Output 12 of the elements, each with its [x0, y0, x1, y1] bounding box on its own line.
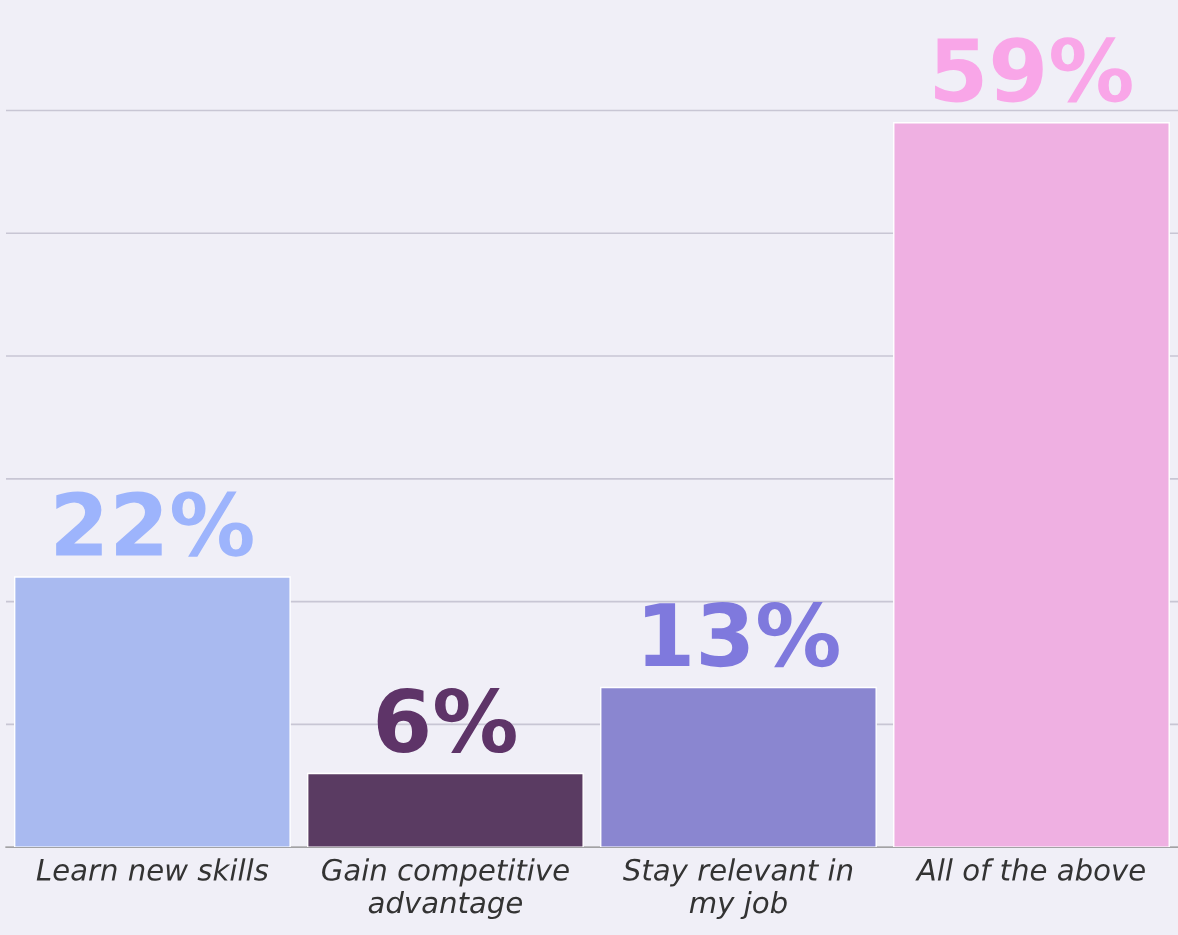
x-tick-label: Gain competitive advantage — [322, 858, 569, 920]
bar — [600, 686, 877, 848]
data-label: 59% — [935, 37, 1132, 103]
data-label: 13% — [645, 602, 839, 668]
x-tick-label: Stay relevant in my job — [623, 858, 853, 920]
bar — [307, 772, 584, 848]
bar — [893, 122, 1170, 848]
data-label: 22% — [56, 491, 253, 557]
bar — [13, 576, 291, 848]
x-tick-label: Learn new skills — [36, 858, 269, 881]
x-tick-label: All of the above — [915, 858, 1145, 881]
data-label: 6% — [377, 687, 516, 754]
